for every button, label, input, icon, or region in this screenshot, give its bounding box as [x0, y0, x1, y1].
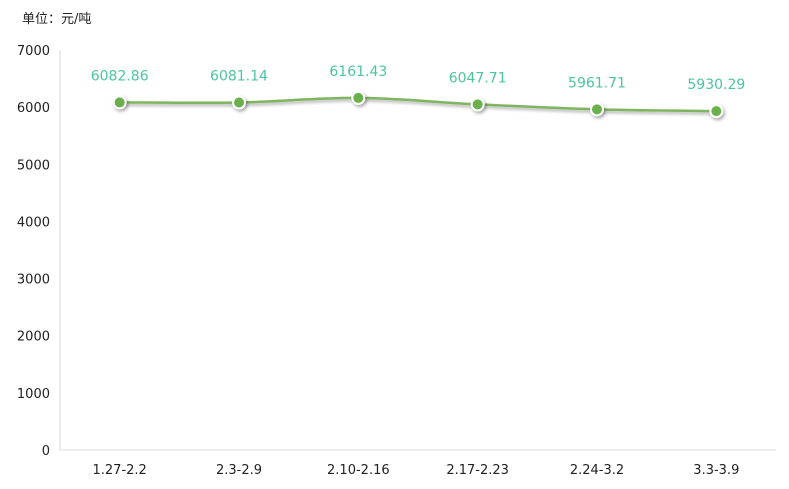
x-tick-label: 1.27-2.2 [93, 463, 147, 478]
y-tick-label: 6000 [17, 101, 50, 116]
unit-label: 单位：元/吨 [22, 12, 92, 27]
x-tick-label: 2.3-2.9 [216, 463, 262, 478]
data-point [709, 104, 724, 119]
y-tick-label: 7000 [17, 44, 50, 59]
y-tick-label: 1000 [17, 387, 50, 402]
series-line [119, 96, 717, 113]
data-point [470, 97, 485, 112]
data-label: 6047.71 [449, 70, 507, 86]
y-tick-label: 4000 [17, 215, 50, 230]
data-label: 6081.14 [210, 69, 268, 85]
data-label: 6082.86 [91, 68, 149, 84]
data-label: 6161.43 [329, 64, 387, 80]
data-labels: 6082.86 6081.14 6161.43 6047.71 5961.71 5930.… [91, 64, 746, 93]
series-line-path [119, 96, 717, 113]
data-label: 5930.29 [687, 77, 745, 93]
data-label: 5961.71 [568, 75, 626, 91]
data-point [112, 95, 127, 110]
data-point [590, 102, 604, 117]
x-tick-label: 3.3-3.9 [693, 463, 739, 478]
x-tick-label: 2.10-2.16 [327, 463, 390, 478]
x-tick-label: 2.24-3.2 [570, 463, 624, 478]
x-tick-label: 2.17-2.23 [446, 463, 509, 478]
data-point [351, 90, 366, 105]
data-points [112, 90, 724, 119]
y-tick-label: 0 [42, 444, 50, 459]
y-tick-label: 3000 [17, 273, 50, 288]
data-point [232, 95, 246, 110]
y-axis-ticks: 0 1000 2000 3000 4000 5000 6000 7000 [17, 44, 50, 459]
axes [59, 50, 776, 451]
x-axis-ticks: 1.27-2.2 2.3-2.9 2.10-2.16 2.17-2.23 2.24-3.… [93, 463, 740, 478]
y-tick-label: 2000 [17, 330, 50, 345]
y-tick-label: 5000 [17, 158, 50, 173]
